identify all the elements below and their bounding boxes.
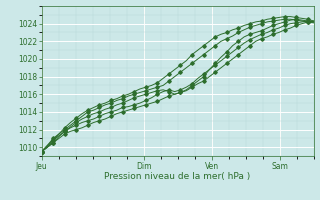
X-axis label: Pression niveau de la mer( hPa ): Pression niveau de la mer( hPa ) bbox=[104, 172, 251, 181]
